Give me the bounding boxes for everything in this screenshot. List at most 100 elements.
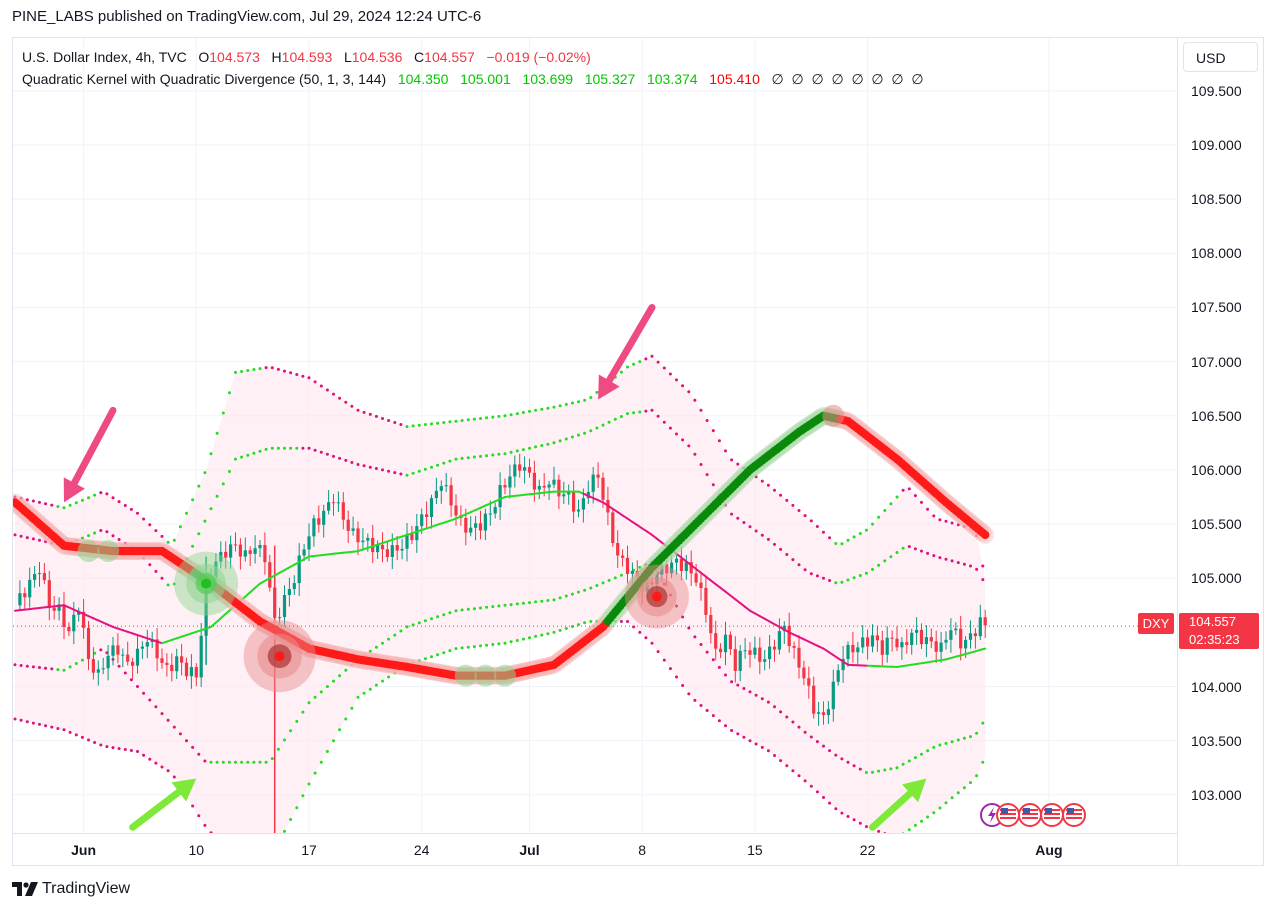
candle-body	[253, 548, 257, 554]
us-flag-icon[interactable]	[1062, 803, 1086, 827]
candle-body	[934, 641, 938, 652]
band-lower-outer-dot	[920, 819, 923, 823]
band-lower-inner-dot	[926, 749, 930, 753]
candle-body	[733, 649, 737, 671]
candle-body	[33, 574, 37, 580]
candle-body	[28, 579, 32, 598]
candle-body	[410, 533, 414, 541]
plot-area[interactable]	[13, 38, 1177, 833]
band-lower-outer-dot	[717, 719, 721, 723]
band-lower-inner-dot	[350, 663, 354, 667]
band-lower-inner-dot	[534, 600, 538, 604]
band-upper-outer-dot	[650, 354, 654, 358]
us-flag-icon[interactable]	[1018, 803, 1042, 827]
band-upper-inner-dot	[632, 411, 636, 415]
band-upper-outer-dot	[38, 500, 41, 504]
band-lower-outer-dot	[436, 653, 440, 657]
bullish-pivot-marker	[474, 664, 497, 687]
band-lower-inner-dot	[178, 732, 182, 736]
band-upper-inner-dot	[693, 452, 697, 456]
band-upper-inner-dot	[950, 559, 954, 563]
band-upper-inner-dot	[858, 574, 862, 577]
band-upper-inner-dot	[975, 567, 979, 571]
event-badges[interactable]	[979, 801, 1091, 829]
candle-body	[361, 540, 365, 543]
band-lower-outer-dot	[822, 796, 825, 799]
candle-body	[949, 630, 953, 640]
band-upper-outer-dot	[62, 506, 66, 510]
price-scale[interactable]	[1177, 38, 1264, 865]
band-upper-outer-dot	[577, 400, 580, 404]
band-upper-inner-dot	[313, 448, 317, 452]
band-upper-inner-dot	[815, 574, 819, 578]
band-lower-outer-dot	[313, 771, 317, 775]
band-lower-outer-dot	[583, 621, 587, 625]
band-upper-outer-dot	[497, 414, 501, 418]
candle-body	[366, 537, 370, 541]
band-upper-outer-dot	[638, 360, 642, 364]
band-lower-inner-dot	[338, 674, 342, 678]
band-lower-outer-dot	[172, 775, 176, 779]
band-lower-inner-dot	[754, 693, 758, 697]
candle-body	[86, 627, 91, 660]
band-lower-inner-dot	[687, 626, 691, 630]
legend-indicator-line: Quadratic Kernel with Quadratic Divergen…	[22, 68, 924, 90]
us-flag-icon[interactable]	[1040, 803, 1064, 827]
candle-body	[895, 638, 899, 648]
price-tick-label: 107.000	[1191, 353, 1242, 370]
band-upper-inner-dot	[595, 426, 599, 430]
candle-body	[694, 573, 698, 583]
time-axis[interactable]	[13, 833, 1177, 866]
price-tick-label: 104.000	[1191, 678, 1242, 695]
candle-body	[679, 558, 683, 571]
band-lower-outer-dot	[148, 757, 152, 761]
candle-body	[483, 513, 487, 531]
band-upper-inner-dot	[191, 544, 195, 548]
band-lower-inner-dot	[644, 563, 648, 567]
midline-segment	[734, 598, 742, 605]
band-upper-outer-dot	[693, 398, 697, 402]
symbol-tag: DXY	[1138, 613, 1174, 634]
legend-low-label: L	[343, 49, 352, 65]
band-upper-inner-dot	[399, 472, 403, 476]
band-lower-outer-dot	[93, 741, 97, 744]
band-upper-outer-dot	[503, 414, 507, 418]
band-lower-inner-dot	[142, 691, 146, 695]
currency-button[interactable]: USD	[1183, 42, 1258, 72]
band-lower-outer-dot	[62, 728, 66, 732]
band-lower-outer-dot	[301, 794, 305, 798]
band-upper-outer-dot	[491, 415, 495, 419]
band-upper-inner-dot	[80, 536, 84, 540]
candle-body	[983, 617, 987, 626]
price-tick-label: 109.500	[1191, 82, 1242, 99]
band-upper-inner-dot	[436, 463, 440, 467]
band-lower-inner-dot	[191, 745, 195, 749]
price-chart[interactable]	[13, 38, 1177, 833]
band-lower-outer-dot	[80, 735, 84, 739]
band-upper-outer-dot	[472, 417, 476, 421]
candle-body	[327, 502, 331, 511]
band-lower-outer-dot	[773, 754, 776, 757]
signal-core	[201, 578, 212, 589]
candle-body	[96, 669, 100, 673]
band-upper-outer-dot	[705, 419, 709, 422]
band-upper-inner-dot	[178, 569, 182, 573]
band-upper-outer-dot	[785, 498, 789, 502]
band-upper-inner-dot	[105, 530, 109, 534]
candle-body	[376, 545, 380, 553]
band-lower-inner-dot	[240, 760, 244, 764]
band-lower-inner-dot	[607, 578, 611, 582]
band-lower-outer-dot	[454, 647, 458, 651]
candle-body	[62, 604, 66, 627]
band-lower-inner-dot	[822, 744, 825, 748]
band-upper-outer-dot	[252, 368, 256, 371]
band-upper-outer-dot	[864, 528, 868, 532]
band-upper-outer-dot	[362, 410, 366, 414]
tradingview-brand[interactable]: TradingView	[12, 880, 130, 898]
midline-segment	[655, 537, 663, 544]
candle-body	[420, 514, 424, 527]
midline-segment	[700, 571, 707, 578]
band-upper-inner-dot	[748, 525, 752, 529]
band-lower-outer-dot	[650, 641, 654, 645]
us-flag-icon[interactable]	[996, 803, 1020, 827]
